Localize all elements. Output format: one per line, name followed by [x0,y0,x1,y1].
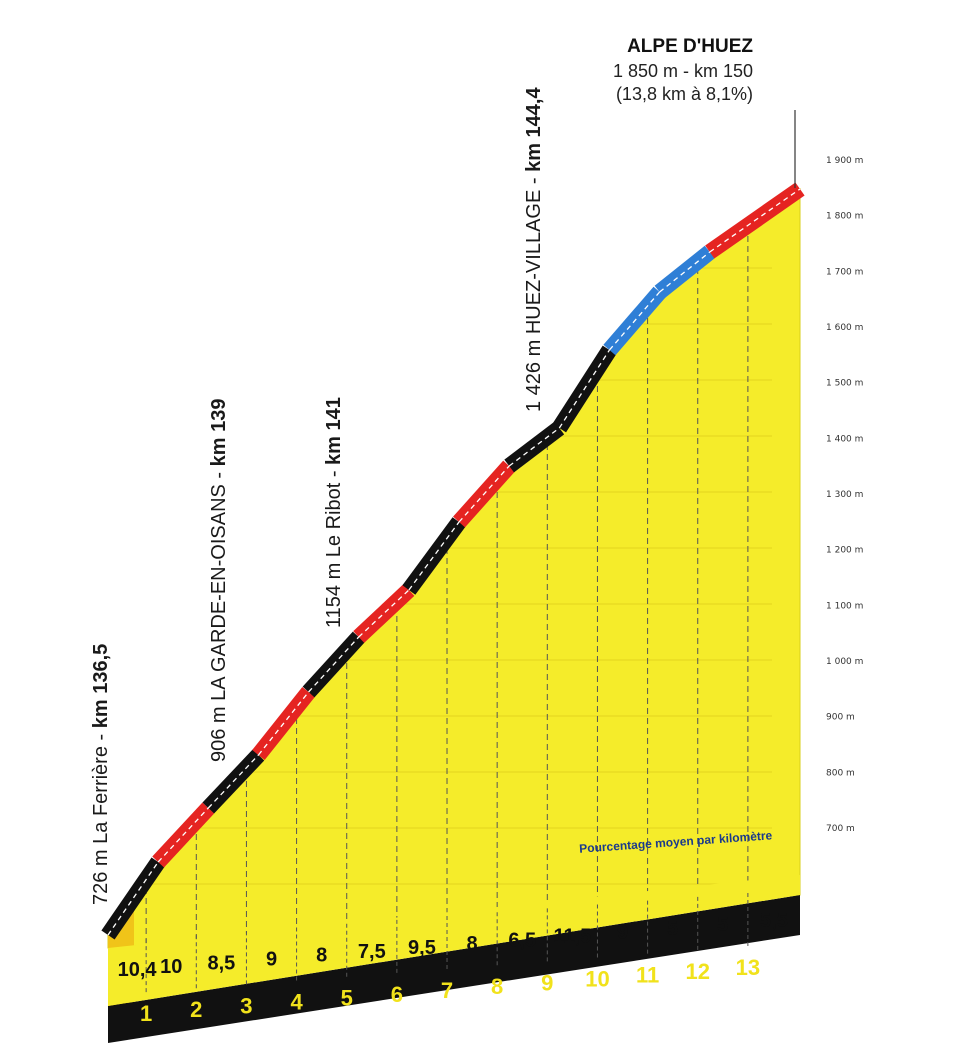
percent-label: 9 [266,948,277,970]
km-base-strip [108,895,800,1043]
finish-climb-stats: (13,8 km à 8,1%) [616,84,753,104]
percent-label: 11,5 [553,925,591,947]
km-label: 7 [441,978,453,1003]
altitude-tick-label: 1 500 m [826,379,863,389]
km-label: 1 [140,1001,152,1026]
altitude-tick-label: 1 000 m [826,657,863,667]
altitude-tick-label: 800 m [826,768,855,778]
altitude-tick-label: 700 m [826,824,855,834]
road-centerline [157,807,209,863]
km-label: 2 [190,997,202,1022]
road-centerline [508,427,560,467]
road-centerline [358,589,410,638]
percent-label: 9 [617,922,628,944]
road-centerline [709,188,801,253]
waypoint-la-ferriere: 726 m La Ferrière - km 136,5 [90,644,112,905]
percent-label: 7,5 [358,941,386,963]
km-label: 5 [341,986,353,1011]
km-label: 9 [541,970,553,995]
altitude-tick-label: 1 300 m [826,490,863,500]
road-centerline [608,291,661,351]
percent-label: 8 [467,933,478,955]
km-label: 11 [636,963,659,988]
km-dashed-lines [145,226,749,944]
altitude-tick-label: 1 400 m [826,434,863,444]
percent-label: 6,5 [508,929,536,951]
road-centerline [107,861,159,936]
road-segment [402,517,466,595]
altitude-tick-label: 1 200 m [826,546,863,556]
road-centerline [458,465,510,523]
percent-label: 10,4 [118,959,158,981]
altitude-tick-label: 1 600 m [826,323,863,333]
percent-label: 8,5 [207,952,235,974]
waypoint-huez-village: 1 426 m HUEZ-VILLAGE - km 144,4 [523,87,545,412]
road-line [101,182,805,940]
km-label: 10 [585,967,609,992]
percent-label: 5 [717,914,728,936]
road-centerline [659,251,711,293]
km-label: 3 [240,993,252,1018]
percent-label: 5,5 [760,910,788,932]
altitude-tick-label: 1 100 m [826,601,863,611]
finish-altitude-km: 1 850 m - km 150 [613,61,753,81]
road-centerline [257,691,310,756]
altitude-tick-label: 900 m [826,713,855,723]
road-centerline [308,636,360,693]
altitude-gridlines [144,211,772,885]
km-label: 13 [736,955,760,980]
road-centerline [207,754,259,809]
finish-name: ALPE D'HUEZ [627,36,753,57]
km-label: 8 [491,974,503,999]
km-label: 4 [290,990,303,1015]
km-labels: 1 2 3 4 5 6 7 8 9 10 11 12 13 [140,955,760,1026]
road-centerline [558,349,610,429]
percent-label: 5 [667,918,678,940]
percent-label: 8 [316,945,327,967]
km-label: 12 [685,959,709,984]
altitude-tick-label: 1 900 m [826,156,863,166]
altitude-tick-label: 1 700 m [826,267,863,277]
base-bar [108,875,800,1043]
altitude-axis: 700 m 800 m 900 m 1 000 m 1 100 m 1 200 m 1 30… [826,156,863,834]
percent-labels: 10,4 10 8,5 9 8 7,5 9,5 8 6,5 11,5 9 5 5 5,5 [118,910,788,981]
waypoint-le-ribot: 1154 m Le Ribot - km 141 [323,397,345,628]
percent-label: 9,5 [408,937,436,959]
km-label: 6 [391,982,403,1007]
percent-band [108,875,800,1006]
waypoint-la-garde: 906 m LA GARDE-EN-OISANS - km 139 [208,399,230,762]
percent-label: 10 [160,956,182,978]
altitude-tick-label: 1 800 m [826,212,863,222]
